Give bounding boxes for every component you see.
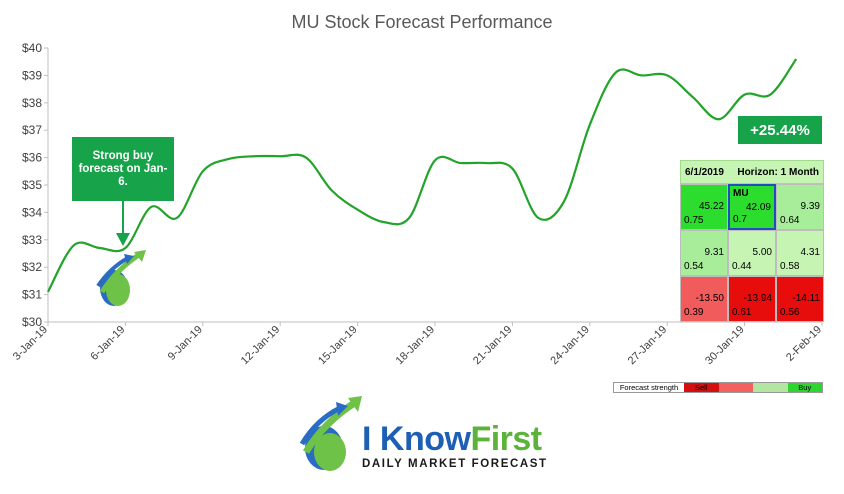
brand-logo: I KnowFirst DAILY MARKET FORECAST <box>298 396 558 480</box>
y-tick-label: $33 <box>22 233 42 247</box>
forecast-cell-signal: 0.44 <box>732 261 752 272</box>
y-tick-label: $40 <box>22 41 42 55</box>
legend-item: Sell <box>684 383 719 392</box>
annotation-callout: Strong buy forecast on Jan-6. <box>72 137 174 201</box>
legend-item: Buy <box>787 383 822 392</box>
forecast-cell-ticker: MU <box>733 188 749 199</box>
y-tick-label: $38 <box>22 96 42 110</box>
y-tick-label: $39 <box>22 68 42 82</box>
brand-name: I KnowFirst <box>362 420 542 459</box>
x-tick-label: 18-Jan-19 <box>394 324 438 368</box>
forecast-grid-header: 6/1/2019 Horizon: 1 Month <box>680 160 824 184</box>
forecast-cell-signal: 0.58 <box>780 261 800 272</box>
callout-arrow <box>116 201 130 246</box>
series-line <box>47 58 798 293</box>
y-tick-label: $36 <box>22 151 42 165</box>
forecast-cell-signal: 0.75 <box>684 215 704 226</box>
y-tick-label: $35 <box>22 178 42 192</box>
forecast-date: 6/1/2019 <box>685 167 724 178</box>
brand-name-part2: First <box>470 420 542 458</box>
series-lines <box>47 58 798 293</box>
y-tick-label: $32 <box>22 260 42 274</box>
forecast-cell-value: -13.94 <box>743 293 772 304</box>
y-tick-label: $37 <box>22 123 42 137</box>
brand-tagline: DAILY MARKET FORECAST <box>362 458 548 470</box>
logo-icon-small <box>96 250 146 306</box>
y-tick-label: $30 <box>22 315 42 329</box>
legend-label: Forecast strength <box>614 383 684 392</box>
forecast-cell-value: 4.31 <box>800 247 820 258</box>
forecast-cell-value: 9.39 <box>800 201 820 212</box>
forecast-cell: 9.31 0.54 <box>680 230 728 276</box>
forecast-cell-signal: 0.64 <box>780 215 800 226</box>
y-axis: $40 $39 $38 $37 $36 $35 $34 $33 $32 $31 $30 <box>22 41 48 329</box>
forecast-cell-signal: 0.56 <box>780 307 800 318</box>
x-axis: 3-Jan-19 6-Jan-19 9-Jan-19 12-Jan-19 15-Jan-… <box>11 322 824 367</box>
forecast-cell-value: -14.11 <box>792 293 820 304</box>
y-tick-label: $31 <box>22 288 42 302</box>
x-tick-label: 2-Feb-19 <box>784 324 824 364</box>
forecast-cell: 5.00 0.44 <box>728 230 776 276</box>
forecast-cell-value: 5.00 <box>752 247 772 258</box>
logo-icon <box>299 396 362 471</box>
legend-item <box>753 383 788 392</box>
forecast-cell-signal: 0.54 <box>684 261 704 272</box>
forecast-cell: -14.11 0.56 <box>776 276 824 322</box>
forecast-horizon: Horizon: 1 Month <box>737 167 819 178</box>
brand-name-part1: I Know <box>362 420 471 458</box>
gain-badge: +25.44% <box>738 116 822 144</box>
forecast-cell-signal: 0.61 <box>732 307 752 318</box>
legend-item <box>718 383 753 392</box>
x-tick-label: 3-Jan-19 <box>11 324 50 363</box>
forecast-cell: 4.31 0.58 <box>776 230 824 276</box>
forecast-cell-signal: 0.7 <box>733 214 747 225</box>
x-tick-label: 12-Jan-19 <box>239 324 283 368</box>
x-tick-label: 15-Jan-19 <box>316 324 360 368</box>
forecast-cell-value: 9.31 <box>704 247 724 258</box>
x-tick-label: 30-Jan-19 <box>703 324 747 368</box>
forecast-cell: -13.94 0.61 <box>728 276 776 322</box>
forecast-cell-value: 42.09 <box>745 202 771 213</box>
x-tick-label: 21-Jan-19 <box>471 324 515 368</box>
forecast-cell: MU 42.09 0.7 <box>728 184 776 230</box>
forecast-cell: -13.50 0.39 <box>680 276 728 322</box>
forecast-strength-legend: Forecast strength Sell Buy <box>613 382 823 393</box>
forecast-cell: 45.22 0.75 <box>680 184 728 230</box>
x-tick-label: 9-Jan-19 <box>166 324 205 363</box>
forecast-cell-value: -13.50 <box>695 293 724 304</box>
forecast-cell-value: 45.22 <box>698 201 724 212</box>
forecast-cell-signal: 0.39 <box>684 307 704 318</box>
chart-title: MU Stock Forecast Performance <box>291 12 553 32</box>
x-tick-label: 24-Jan-19 <box>548 324 592 368</box>
x-tick-label: 6-Jan-19 <box>88 324 127 363</box>
y-tick-label: $34 <box>22 205 42 219</box>
x-tick-label: 27-Jan-19 <box>626 324 670 368</box>
forecast-cell: 9.39 0.64 <box>776 184 824 230</box>
forecast-grid: 6/1/2019 Horizon: 1 Month 45.22 0.75 MU 42.… <box>680 160 824 322</box>
